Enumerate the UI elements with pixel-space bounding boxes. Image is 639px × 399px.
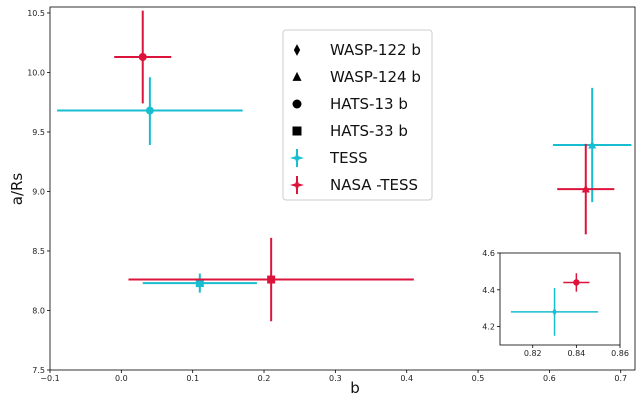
main-y-tick-label: 9.5 — [32, 128, 45, 137]
main-x-tick-label: 0.5 — [472, 374, 485, 383]
main-tess-point-square — [195, 279, 204, 288]
x-axis-label: b — [350, 379, 360, 397]
inset-series — [510, 273, 599, 336]
y-axis-label: a/Rs — [8, 173, 26, 206]
inset-x-tick-label: 0.82 — [524, 349, 542, 358]
inset-x-tick-label: 0.84 — [567, 349, 585, 358]
inset-plot-area — [499, 252, 621, 346]
legend-tess-marker — [290, 151, 304, 165]
inset-y-tick-label: 4.6 — [482, 249, 495, 258]
main-y-tick-label: 10.5 — [27, 9, 45, 18]
main-tess-point-circle — [145, 106, 154, 115]
inset-tess-point-diamond — [552, 307, 557, 317]
main-y-tick-label: 9.0 — [32, 187, 45, 196]
legend-wasp-124-b-marker — [292, 71, 302, 81]
legend-hats-13-b-label: HATS-13 b — [330, 95, 408, 113]
main-y-tick-label: 7.5 — [32, 366, 45, 375]
main-plot-area — [49, 6, 636, 371]
legend-hats-33-b-marker — [292, 126, 302, 136]
main-nasa-tess-point-circle — [138, 52, 147, 61]
main-nasa-tess-point-triangle — [581, 184, 590, 193]
legend-nasa-tess-label: NASA -TESS — [330, 176, 418, 194]
main-x-tick-label: 0.2 — [258, 374, 271, 383]
legend-wasp-124-b-label: WASP-124 b — [330, 68, 421, 86]
main-nasa-tess-point-square — [267, 275, 276, 284]
main-axis-ticks: −0.1 0.0 0.1 0.2 0.3 0.4 0.5 0.6 0.7 7.5 8.0 8.5 9.0… — [27, 9, 627, 383]
main-x-tick-label: −0.1 — [40, 374, 59, 383]
main-x-tick-label: 0.6 — [543, 374, 556, 383]
main-x-tick-label: 0.0 — [115, 374, 128, 383]
main-series — [57, 10, 632, 322]
main-x-tick-label: 0.1 — [186, 374, 199, 383]
main-tess-point-triangle — [588, 140, 597, 149]
legend-nasa-tess-marker — [290, 178, 304, 192]
legend-hats-13-b-marker — [292, 99, 302, 109]
legend-wasp-122-b-label: WASP-122 b — [330, 41, 421, 59]
inset-y-tick-label: 4.4 — [482, 286, 495, 295]
inset-axis-ticks: 0.82 0.84 0.86 4.2 4.4 4.6 — [482, 249, 629, 358]
inset-x-tick-label: 0.86 — [611, 349, 629, 358]
legend-wasp-122-b-marker — [293, 44, 301, 56]
inset-y-tick-label: 4.2 — [482, 323, 495, 332]
main-y-tick-label: 8.5 — [32, 247, 45, 256]
legend: WASP-122 b WASP-124 b HATS-13 b HATS-33 b TE… — [282, 29, 433, 201]
legend-box — [282, 29, 433, 201]
inset-chart: 0.82 0.84 0.86 4.2 4.4 4.6 — [482, 249, 629, 358]
inset-nasa-tess-point-circle — [573, 279, 580, 286]
main-x-tick-label: 0.4 — [400, 374, 413, 383]
main-y-tick-label: 10.0 — [27, 68, 45, 77]
legend-hats-33-b-label: HATS-33 b — [330, 122, 408, 140]
legend-entries: WASP-122 b WASP-124 b HATS-13 b HATS-33 b TE… — [290, 41, 421, 194]
main-y-tick-label: 8.0 — [32, 306, 45, 315]
main-x-tick-label: 0.3 — [329, 374, 342, 383]
main-x-tick-label: 0.7 — [614, 374, 627, 383]
legend-tess-label: TESS — [329, 149, 368, 167]
